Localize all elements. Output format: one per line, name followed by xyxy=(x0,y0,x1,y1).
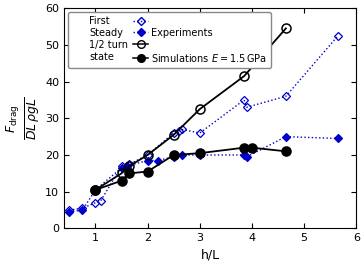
X-axis label: h/L: h/L xyxy=(201,249,220,262)
Legend: First, Steady, 1/2 turn, state, , Experiments, , Simulations $E = 1.5\,\mathrm{G: First, Steady, 1/2 turn, state, , Experi… xyxy=(68,12,270,68)
Y-axis label: $F_\mathrm{drag}$
$\overline{DL\,\rho g L}$: $F_\mathrm{drag}$ $\overline{DL\,\rho g … xyxy=(4,97,42,140)
